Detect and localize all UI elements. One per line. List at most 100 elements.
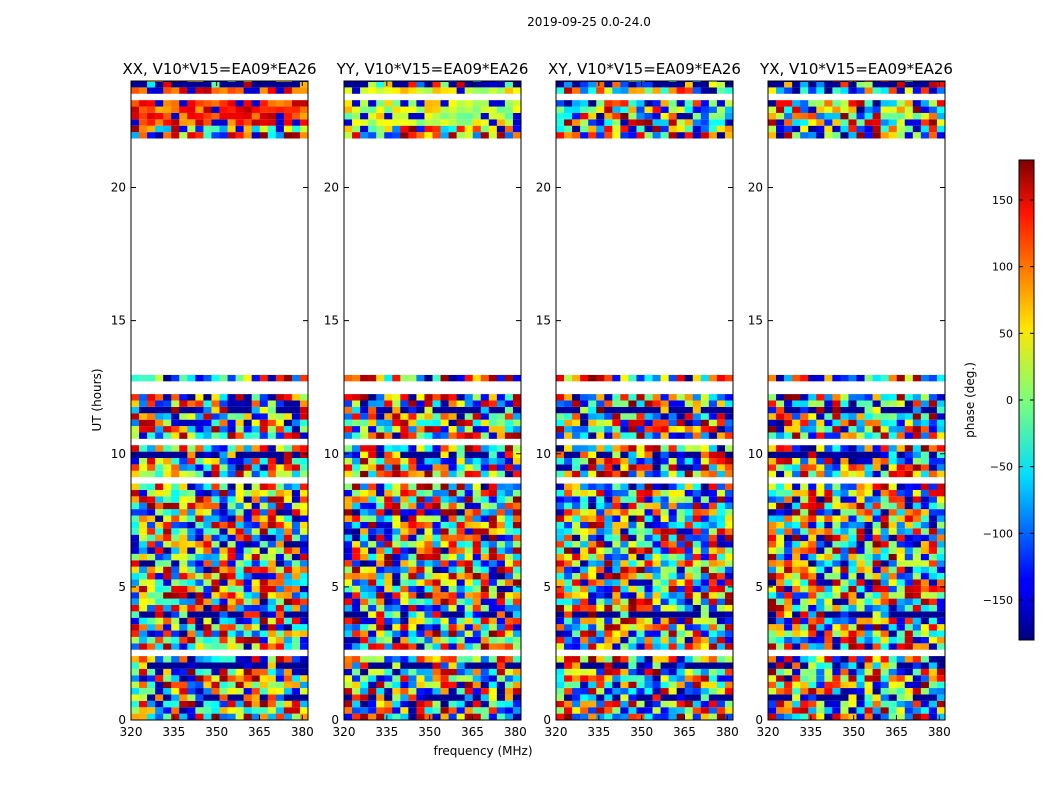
heatmap-cell <box>708 483 718 490</box>
heatmap-cell <box>512 119 522 126</box>
heatmap-cell <box>792 445 801 452</box>
heatmap-cell <box>299 502 309 510</box>
heatmap-cell <box>864 547 873 554</box>
heatmap-cell <box>227 541 236 548</box>
heatmap-cell <box>768 374 777 382</box>
heatmap-cell <box>564 700 573 708</box>
heatmap-cell <box>504 419 514 427</box>
heatmap-cell <box>840 611 849 618</box>
heatmap-cell <box>360 662 369 669</box>
heatmap-cell <box>816 547 825 554</box>
heatmap-cell <box>724 598 734 605</box>
heatmap-cell <box>344 662 353 669</box>
heatmap-cell <box>408 451 417 459</box>
heatmap-cell <box>344 470 353 478</box>
heatmap-cell <box>496 451 506 459</box>
heatmap-cell <box>700 541 710 548</box>
heatmap-cell <box>676 132 686 139</box>
heatmap-cell <box>352 700 361 708</box>
heatmap-cell <box>384 573 393 580</box>
heatmap-cell <box>808 458 817 465</box>
heatmap-cell <box>163 100 172 107</box>
heatmap-cell <box>864 624 873 631</box>
heatmap-cell <box>456 528 465 535</box>
heatmap-cell <box>580 611 589 618</box>
heatmap-cell <box>360 688 369 695</box>
heatmap-cell <box>416 547 425 554</box>
heatmap-cell <box>496 624 506 631</box>
heatmap-cell <box>612 560 621 567</box>
heatmap-cell <box>512 656 522 663</box>
heatmap-cell <box>864 585 873 593</box>
heatmap-cell <box>644 579 653 586</box>
heatmap-cell <box>644 100 653 107</box>
heatmap-cell <box>612 489 621 497</box>
heatmap-cell <box>612 112 621 120</box>
heatmap-cell <box>259 406 269 414</box>
heatmap-cell <box>472 566 482 574</box>
heatmap-cell <box>352 489 361 497</box>
heatmap-cell <box>816 464 825 471</box>
heatmap-cell <box>408 534 417 542</box>
heatmap-cell <box>299 445 309 452</box>
heatmap-cell <box>636 707 645 714</box>
heatmap-cell <box>488 675 498 682</box>
heatmap-cell <box>171 496 180 503</box>
heatmap-cell <box>808 445 817 452</box>
heatmap-cell <box>880 451 889 459</box>
heatmap-cell <box>496 87 506 94</box>
heatmap-cell <box>668 464 677 471</box>
heatmap-cell <box>620 132 629 139</box>
heatmap-cell <box>920 598 930 605</box>
heatmap-cell <box>448 566 457 574</box>
heatmap-cell <box>243 534 252 542</box>
heatmap-cell <box>267 426 277 433</box>
heatmap-cell <box>440 502 449 510</box>
heatmap-cell <box>344 400 353 407</box>
heatmap-cell <box>784 630 793 637</box>
heatmap-cell <box>139 528 148 535</box>
heatmap-cell <box>604 592 613 599</box>
heatmap-cell <box>580 426 589 433</box>
heatmap-cell <box>131 464 140 471</box>
heatmap-cell <box>352 496 361 503</box>
heatmap-cell <box>872 668 881 676</box>
heatmap-cell <box>628 585 637 593</box>
heatmap-cell <box>676 681 686 689</box>
heatmap-cell <box>376 432 385 439</box>
heatmap-cell <box>171 656 180 663</box>
heatmap-cell <box>708 521 718 529</box>
heatmap-cell <box>628 547 637 554</box>
heatmap-cell <box>440 688 449 695</box>
heatmap-cell <box>848 553 857 561</box>
heatmap-cell <box>432 464 441 471</box>
heatmap-cell <box>400 432 409 439</box>
heatmap-cell <box>676 541 686 548</box>
heatmap-cell <box>496 132 506 139</box>
heatmap-cell <box>195 707 204 714</box>
heatmap-cell <box>488 547 498 554</box>
x-tick-label: 365 <box>248 725 271 739</box>
heatmap-cell <box>612 534 621 542</box>
heatmap-cell <box>163 707 172 714</box>
heatmap-cell <box>376 624 385 631</box>
heatmap-cell <box>179 579 188 586</box>
heatmap-cell <box>912 483 922 490</box>
heatmap-cell <box>147 553 156 561</box>
heatmap-cell <box>864 662 873 669</box>
heatmap-cell <box>400 547 409 554</box>
heatmap-cell <box>488 541 498 548</box>
heatmap-cell <box>291 496 301 503</box>
heatmap-cell <box>880 662 889 669</box>
heatmap-cell <box>211 528 220 535</box>
heatmap-cell <box>171 394 180 401</box>
heatmap-cell <box>620 496 629 503</box>
heatmap-cell <box>139 694 148 701</box>
heatmap-cell <box>376 489 385 497</box>
heatmap-cell <box>556 611 565 618</box>
heatmap-cell <box>235 400 244 407</box>
heatmap-cell <box>432 125 441 133</box>
heatmap-cell <box>496 675 506 682</box>
heatmap-cell <box>203 713 212 720</box>
heatmap-cell <box>768 547 777 554</box>
